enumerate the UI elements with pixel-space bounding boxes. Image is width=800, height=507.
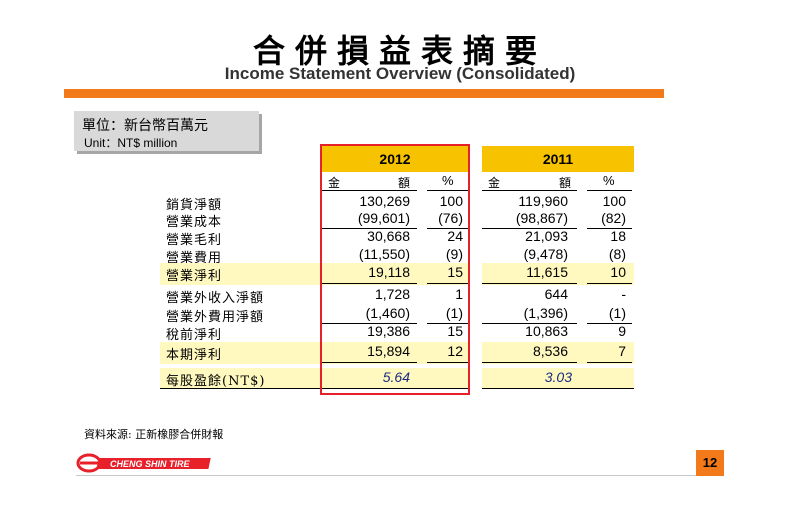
row-underline bbox=[587, 362, 632, 363]
row-underline bbox=[427, 362, 468, 363]
row-label: 銷貨淨額 bbox=[166, 198, 223, 213]
amount-header-2011-right: 額 bbox=[559, 176, 572, 190]
value-2012: (1,460) bbox=[365, 305, 410, 321]
pct-header-2012: % bbox=[442, 173, 454, 188]
pct-2011: (82) bbox=[601, 210, 626, 226]
value-2011: 10,863 bbox=[525, 323, 568, 339]
year-header-2012: 2012 bbox=[322, 146, 468, 172]
pct-2011: (1) bbox=[608, 305, 626, 321]
value-2011: 644 bbox=[544, 286, 568, 302]
value-2011: (9,478) bbox=[523, 246, 568, 262]
year-2012-highlight-frame bbox=[320, 144, 470, 395]
value-2011: 119,960 bbox=[518, 193, 568, 209]
header-underline bbox=[482, 190, 577, 191]
eps-band bbox=[160, 368, 468, 388]
year-header-2011: 2011 bbox=[482, 146, 634, 172]
row-label: 營業毛利 bbox=[166, 233, 223, 248]
header-underline bbox=[322, 190, 417, 191]
pct-2012: 12 bbox=[447, 343, 463, 359]
eps-2012: 5.64 bbox=[382, 369, 410, 385]
highlight-band bbox=[482, 342, 634, 364]
title-underline-bar bbox=[64, 89, 664, 98]
row-underline bbox=[482, 362, 577, 363]
row-underline bbox=[482, 283, 577, 284]
page-title-zh: 合併損益表摘要 bbox=[252, 32, 547, 70]
unit-label-en: Unit：NT$ million bbox=[84, 136, 178, 150]
row-label: 營業外費用淨額 bbox=[166, 310, 265, 325]
highlight-band bbox=[482, 263, 634, 285]
row-underline bbox=[427, 283, 468, 284]
value-2012: 19,386 bbox=[367, 323, 410, 339]
row-label: 本期淨利 bbox=[166, 348, 223, 363]
eps-2011: 3.03 bbox=[544, 369, 572, 385]
row-label: 營業費用 bbox=[166, 251, 223, 266]
pct-2012: (76) bbox=[438, 210, 463, 226]
value-2011: 8,536 bbox=[532, 343, 568, 359]
row-label: 營業淨利 bbox=[166, 269, 223, 284]
header-underline bbox=[427, 190, 468, 191]
row-label: 稅前淨利 bbox=[166, 328, 223, 343]
row-underline bbox=[427, 228, 468, 229]
logo-text: CHENG SHIN TIRE bbox=[110, 459, 191, 469]
amount-header-2011-left: 金 bbox=[488, 176, 501, 190]
pct-2012: 15 bbox=[447, 323, 463, 339]
row-underline bbox=[482, 228, 577, 229]
pct-2011: (8) bbox=[608, 246, 626, 262]
pct-2011: 9 bbox=[618, 323, 626, 339]
row-label: 營業外收入淨額 bbox=[166, 291, 265, 306]
row-underline bbox=[322, 323, 417, 324]
pct-2011: 7 bbox=[618, 343, 626, 359]
row-underline bbox=[482, 323, 577, 324]
row-underline bbox=[587, 283, 632, 284]
eps-underline bbox=[160, 388, 468, 389]
eps-underline bbox=[482, 388, 634, 389]
unit-box: 單位：新台幣百萬元 Unit：NT$ million bbox=[74, 111, 259, 151]
pct-2012: 1 bbox=[455, 286, 463, 302]
value-2012: (99,601) bbox=[357, 210, 410, 226]
pct-2012: 15 bbox=[447, 264, 463, 280]
header-underline bbox=[587, 190, 632, 191]
amount-header-2012-right: 額 bbox=[398, 176, 411, 190]
value-2012: 15,894 bbox=[367, 343, 410, 359]
value-2012: (11,550) bbox=[358, 246, 410, 262]
row-underline bbox=[322, 228, 417, 229]
pct-2011: 100 bbox=[602, 193, 626, 209]
source-footnote: 資料來源: 正新橡膠合併財報 bbox=[84, 428, 224, 441]
value-2012: 19,118 bbox=[368, 264, 410, 280]
row-underline bbox=[322, 283, 417, 284]
eps-band bbox=[482, 368, 634, 388]
value-2012: 130,269 bbox=[359, 193, 410, 209]
highlight-band bbox=[160, 342, 468, 364]
value-2011: 11,615 bbox=[526, 264, 568, 280]
pct-2011: 18 bbox=[610, 228, 626, 244]
page-title-en: Income Statement Overview (Consolidated) bbox=[224, 64, 576, 83]
row-underline bbox=[587, 228, 632, 229]
row-label: 營業成本 bbox=[166, 215, 223, 230]
pct-2011: 10 bbox=[610, 264, 626, 280]
value-2011: (98,867) bbox=[515, 210, 568, 226]
pct-2012: 24 bbox=[447, 228, 463, 244]
value-2012: 30,668 bbox=[367, 228, 410, 244]
pct-2012: (1) bbox=[445, 305, 463, 321]
row-underline bbox=[427, 323, 468, 324]
page-number: 12 bbox=[696, 450, 724, 476]
company-logo: CHENG SHIN TIRE bbox=[76, 453, 211, 473]
pct-header-2011: % bbox=[603, 173, 615, 188]
pct-2012: (9) bbox=[445, 246, 463, 262]
pct-2011: - bbox=[621, 286, 626, 302]
row-underline bbox=[322, 362, 417, 363]
amount-header-2012-left: 金 bbox=[328, 176, 341, 190]
value-2011: 21,093 bbox=[525, 228, 568, 244]
value-2011: (1,396) bbox=[523, 305, 568, 321]
value-2012: 1,728 bbox=[374, 286, 410, 302]
pct-2012: 100 bbox=[439, 193, 463, 209]
row-underline bbox=[587, 323, 632, 324]
footer-divider bbox=[76, 475, 716, 476]
unit-label-zh: 單位：新台幣百萬元 bbox=[82, 118, 208, 134]
eps-label: 每股盈餘(NT$) bbox=[166, 374, 266, 389]
highlight-band bbox=[160, 263, 468, 285]
